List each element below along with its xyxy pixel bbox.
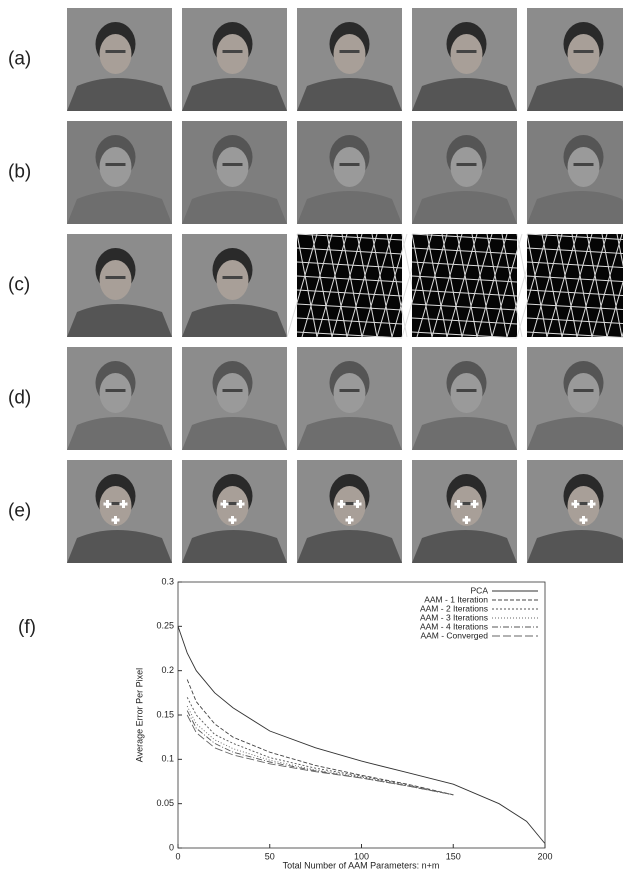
y-tick-label: 0.15: [156, 709, 174, 719]
image-tile: [182, 347, 287, 450]
x-tick-label: 0: [175, 851, 180, 861]
eyes: [223, 276, 243, 279]
face: [100, 34, 132, 74]
eyes: [223, 163, 243, 166]
eyes: [106, 389, 126, 392]
face: [568, 373, 600, 413]
image-tile: [287, 234, 422, 338]
eyes: [574, 50, 594, 53]
image-tile: [182, 8, 287, 111]
face: [451, 147, 483, 187]
image-tile: [182, 234, 287, 337]
eyes: [106, 50, 126, 53]
image-tile: [412, 347, 517, 450]
image-tile: [67, 8, 172, 111]
chart-label: (f): [18, 617, 36, 638]
y-tick-label: 0: [169, 842, 174, 852]
face: [217, 260, 249, 300]
image-tile: [412, 460, 517, 563]
image-tile: [527, 460, 623, 563]
face: [217, 373, 249, 413]
face: [100, 147, 132, 187]
face: [217, 147, 249, 187]
image-tile: [67, 121, 172, 224]
eyes: [574, 389, 594, 392]
figure: (f) Total Number of AAM Parameters: n+m …: [0, 0, 623, 874]
image-tile: [527, 347, 623, 450]
y-axis-title: Average Error Per Pixel: [134, 668, 144, 762]
image-tile: [182, 121, 287, 224]
face: [100, 260, 132, 300]
face: [451, 373, 483, 413]
face: [568, 147, 600, 187]
row-label: (b): [8, 162, 31, 183]
y-tick-label: 0.05: [156, 798, 174, 808]
row-label: (e): [8, 501, 31, 522]
eyes: [340, 50, 360, 53]
page: {"figure": {"row_labels": ["(a)", "(b)",…: [0, 0, 623, 874]
image-tile: [297, 121, 402, 224]
series-line: [187, 715, 453, 795]
row-label: (c): [8, 275, 30, 296]
series-line: [187, 706, 453, 795]
image-tile: [412, 8, 517, 111]
image-tile: [67, 234, 172, 337]
x-axis-title: Total Number of AAM Parameters: n+m: [283, 860, 440, 870]
eyes: [223, 50, 243, 53]
row-label: (a): [8, 49, 31, 70]
eyes: [223, 389, 243, 392]
eyes: [106, 276, 126, 279]
image-tile: [527, 121, 623, 224]
face: [334, 147, 366, 187]
x-tick-label: 150: [446, 851, 461, 861]
image-tile: [517, 234, 623, 338]
y-tick-label: 0.3: [161, 576, 174, 586]
row-label: (d): [8, 388, 31, 409]
image-tile: [67, 347, 172, 450]
eyes: [457, 389, 477, 392]
legend-label: AAM - Converged: [420, 630, 488, 640]
face: [334, 34, 366, 74]
series-line: [187, 680, 453, 795]
y-tick-label: 0.1: [161, 754, 174, 764]
x-tick-label: 200: [537, 851, 552, 861]
y-tick-label: 0.2: [161, 665, 174, 675]
eyes: [457, 50, 477, 53]
face: [568, 34, 600, 74]
image-tile: [297, 347, 402, 450]
image-tile: [67, 460, 172, 563]
image-tile: [297, 8, 402, 111]
eyes: [106, 163, 126, 166]
series-line: [178, 626, 545, 843]
image-tile: [182, 460, 287, 563]
face: [217, 34, 249, 74]
eyes: [457, 163, 477, 166]
x-tick-label: 100: [354, 851, 369, 861]
image-tile: [297, 460, 402, 563]
eyes: [340, 389, 360, 392]
image-tile: [527, 8, 623, 111]
eyes: [340, 163, 360, 166]
plot-frame: [178, 582, 545, 848]
eyes: [574, 163, 594, 166]
image-tile: [402, 234, 537, 338]
face: [100, 373, 132, 413]
face: [451, 34, 483, 74]
face: [334, 373, 366, 413]
series-line: [187, 697, 453, 795]
y-tick-label: 0.25: [156, 621, 174, 631]
x-tick-label: 50: [265, 851, 275, 861]
image-tile: [412, 121, 517, 224]
